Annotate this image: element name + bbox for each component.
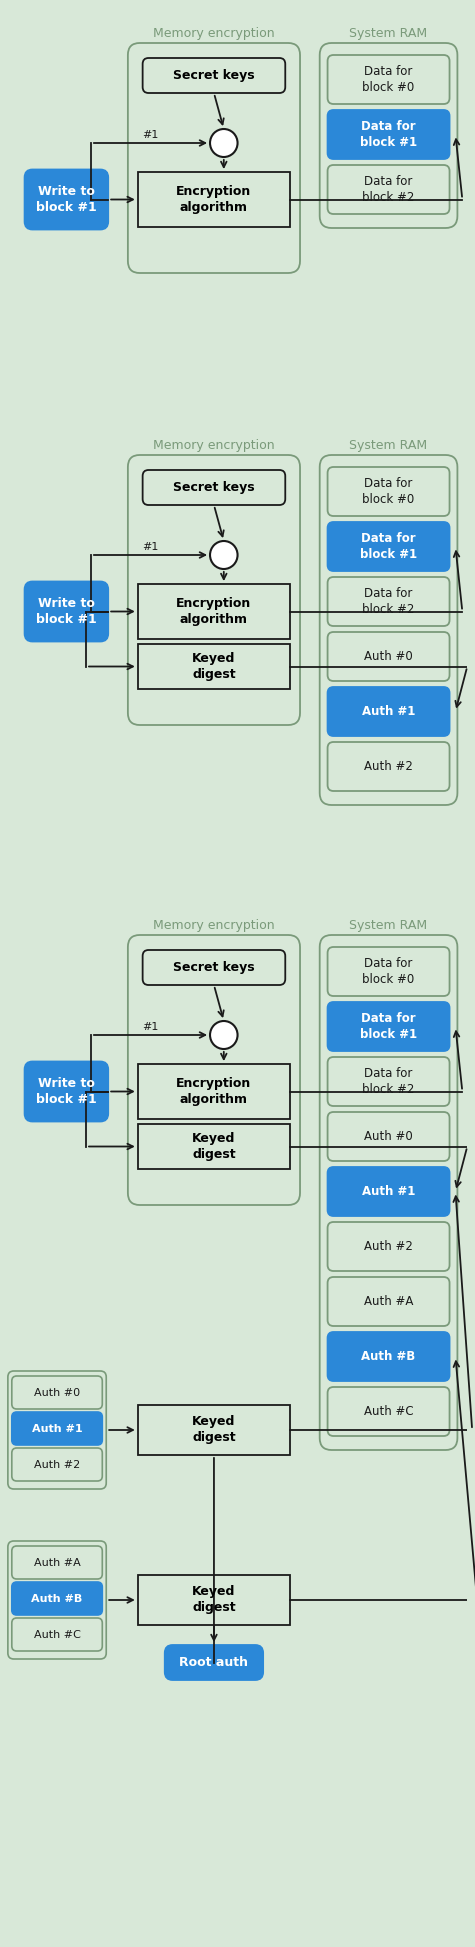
FancyBboxPatch shape (8, 1540, 106, 1659)
FancyBboxPatch shape (12, 1377, 102, 1410)
Text: Root auth: Root auth (180, 1657, 248, 1669)
FancyBboxPatch shape (128, 43, 300, 273)
Text: Secret keys: Secret keys (173, 962, 255, 974)
Text: Data for
block #0: Data for block #0 (362, 64, 415, 93)
FancyBboxPatch shape (8, 1371, 106, 1489)
Text: Auth #C: Auth #C (364, 1406, 413, 1417)
Text: System RAM: System RAM (350, 919, 428, 931)
Text: Encryption
algorithm: Encryption algorithm (176, 1077, 252, 1106)
FancyBboxPatch shape (320, 456, 457, 804)
Text: Secret keys: Secret keys (173, 481, 255, 495)
Text: Data for
block #2: Data for block #2 (362, 175, 415, 204)
Text: Auth #1: Auth #1 (32, 1423, 82, 1433)
FancyBboxPatch shape (328, 1112, 449, 1160)
FancyBboxPatch shape (165, 1645, 263, 1680)
FancyBboxPatch shape (320, 935, 457, 1451)
FancyBboxPatch shape (328, 742, 449, 790)
FancyBboxPatch shape (12, 1546, 102, 1579)
FancyBboxPatch shape (328, 946, 449, 997)
FancyBboxPatch shape (128, 456, 300, 724)
FancyBboxPatch shape (328, 633, 449, 681)
Text: Data for
block #2: Data for block #2 (362, 586, 415, 615)
FancyBboxPatch shape (328, 467, 449, 516)
Bar (138, 171, 290, 228)
FancyBboxPatch shape (328, 1057, 449, 1106)
FancyBboxPatch shape (25, 169, 108, 230)
Text: Data for
block #1: Data for block #1 (360, 532, 417, 561)
Text: Auth #C: Auth #C (34, 1630, 80, 1639)
FancyBboxPatch shape (12, 1618, 102, 1651)
FancyBboxPatch shape (12, 1449, 102, 1482)
Text: #1: #1 (142, 541, 159, 553)
Text: Keyed
digest: Keyed digest (192, 1131, 236, 1160)
Text: Write to
block #1: Write to block #1 (36, 185, 97, 214)
Text: Data for
block #0: Data for block #0 (362, 477, 415, 506)
Bar (138, 644, 290, 689)
Text: System RAM: System RAM (350, 27, 428, 39)
FancyBboxPatch shape (25, 582, 108, 641)
Text: Memory encryption: Memory encryption (153, 438, 275, 452)
FancyBboxPatch shape (328, 165, 449, 214)
Ellipse shape (210, 129, 238, 158)
FancyBboxPatch shape (12, 1583, 102, 1614)
Text: Encryption
algorithm: Encryption algorithm (176, 598, 252, 627)
Text: Auth #A: Auth #A (34, 1558, 80, 1567)
FancyBboxPatch shape (25, 1061, 108, 1121)
Bar (138, 1575, 290, 1626)
FancyBboxPatch shape (142, 469, 285, 504)
Bar (138, 1063, 290, 1120)
FancyBboxPatch shape (328, 1386, 449, 1437)
Text: #1: #1 (142, 1022, 159, 1032)
FancyBboxPatch shape (328, 55, 449, 103)
FancyBboxPatch shape (128, 935, 300, 1205)
FancyBboxPatch shape (328, 1003, 449, 1051)
Text: Secret keys: Secret keys (173, 68, 255, 82)
Text: #1: #1 (142, 130, 159, 140)
Text: Auth #B: Auth #B (31, 1593, 83, 1604)
FancyBboxPatch shape (328, 1223, 449, 1271)
FancyBboxPatch shape (328, 1332, 449, 1380)
Text: Data for
block #1: Data for block #1 (360, 121, 417, 150)
Text: Data for
block #1: Data for block #1 (360, 1012, 417, 1042)
Text: Write to
block #1: Write to block #1 (36, 598, 97, 627)
Text: Auth #1: Auth #1 (362, 1186, 415, 1197)
Bar (138, 584, 290, 639)
Text: Auth #0: Auth #0 (364, 1129, 413, 1143)
Text: Auth #A: Auth #A (364, 1295, 413, 1308)
FancyBboxPatch shape (328, 109, 449, 160)
Text: Auth #B: Auth #B (361, 1349, 416, 1363)
Bar (138, 1123, 290, 1168)
Text: Auth #2: Auth #2 (34, 1460, 80, 1470)
Text: Data for
block #2: Data for block #2 (362, 1067, 415, 1096)
Text: Memory encryption: Memory encryption (153, 27, 275, 39)
Text: Keyed
digest: Keyed digest (192, 1585, 236, 1614)
FancyBboxPatch shape (328, 576, 449, 627)
Bar (138, 1406, 290, 1454)
Text: Keyed
digest: Keyed digest (192, 1415, 236, 1445)
FancyBboxPatch shape (328, 1166, 449, 1217)
FancyBboxPatch shape (142, 58, 285, 93)
FancyBboxPatch shape (142, 950, 285, 985)
FancyBboxPatch shape (328, 1277, 449, 1326)
Text: Write to
block #1: Write to block #1 (36, 1077, 97, 1106)
FancyBboxPatch shape (12, 1412, 102, 1445)
Ellipse shape (210, 1020, 238, 1049)
Text: System RAM: System RAM (350, 438, 428, 452)
Text: Encryption
algorithm: Encryption algorithm (176, 185, 252, 214)
Text: Auth #1: Auth #1 (362, 705, 415, 718)
Text: Auth #2: Auth #2 (364, 759, 413, 773)
Text: Auth #0: Auth #0 (364, 650, 413, 664)
FancyBboxPatch shape (328, 687, 449, 736)
FancyBboxPatch shape (328, 522, 449, 570)
FancyBboxPatch shape (320, 43, 457, 228)
Ellipse shape (210, 541, 238, 569)
Text: Auth #2: Auth #2 (364, 1240, 413, 1254)
Text: Data for
block #0: Data for block #0 (362, 958, 415, 985)
Text: Keyed
digest: Keyed digest (192, 652, 236, 681)
Text: Memory encryption: Memory encryption (153, 919, 275, 931)
Text: Auth #0: Auth #0 (34, 1388, 80, 1398)
